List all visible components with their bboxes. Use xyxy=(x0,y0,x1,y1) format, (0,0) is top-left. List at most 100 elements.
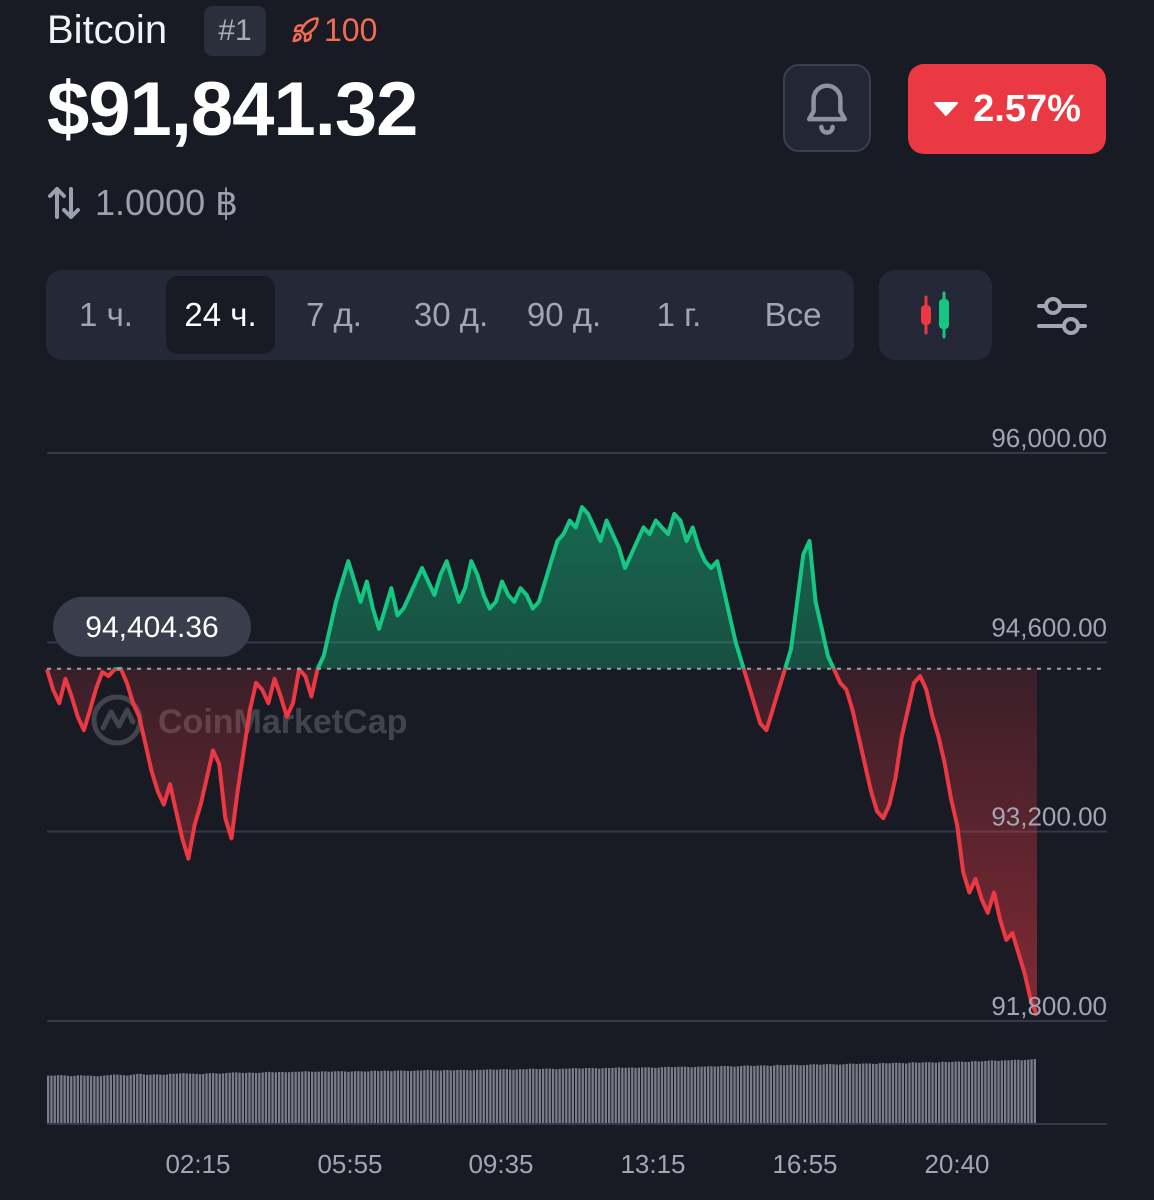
volume-bar xyxy=(878,1063,881,1123)
volume-bar xyxy=(802,1065,805,1123)
volume-bar xyxy=(188,1073,192,1123)
volume-bar xyxy=(733,1066,736,1123)
volume-bar xyxy=(608,1068,611,1123)
converter-value: 1.0000 ฿ xyxy=(95,182,239,223)
area-above-baseline xyxy=(47,507,1037,669)
volume-bar xyxy=(881,1063,885,1123)
watchlist-count-label: 100 xyxy=(324,12,378,48)
volume-bar xyxy=(86,1075,89,1123)
price-alert-button[interactable] xyxy=(783,64,871,152)
chart-settings-button[interactable] xyxy=(1030,286,1094,346)
volume-bar xyxy=(304,1071,307,1123)
watchlist-count[interactable]: 100 xyxy=(290,12,377,49)
volume-bar xyxy=(522,1069,525,1123)
volume-bar xyxy=(314,1071,317,1123)
rank-badge: #1 xyxy=(204,6,266,56)
volume-bar xyxy=(380,1070,383,1123)
swap-arrows-icon xyxy=(48,187,80,219)
tab-1h[interactable]: 1 ч. xyxy=(79,296,133,333)
volume-bar xyxy=(330,1071,334,1123)
chart-type-button[interactable] xyxy=(879,270,992,360)
volume-bar xyxy=(245,1072,248,1123)
volume-bar xyxy=(967,1061,970,1123)
volume-bar xyxy=(961,1061,964,1123)
volume-bar xyxy=(93,1076,96,1123)
volume-bar xyxy=(327,1071,330,1123)
volume-bar xyxy=(1007,1060,1010,1123)
volume-bar xyxy=(56,1075,60,1123)
volume-bar xyxy=(885,1063,888,1123)
volume-bar xyxy=(264,1072,268,1123)
volume-bar xyxy=(301,1071,304,1123)
volume-bar xyxy=(872,1063,875,1123)
volume-bar xyxy=(1023,1060,1027,1123)
volume-bar xyxy=(142,1074,145,1123)
volume-bar xyxy=(162,1074,165,1123)
volume-bar xyxy=(363,1071,367,1123)
volume-bar xyxy=(957,1061,961,1123)
chart-area-fill xyxy=(47,507,1037,1016)
volume-bar xyxy=(987,1060,990,1123)
volume-bar xyxy=(683,1066,687,1123)
price-chart[interactable]: CoinMarketCap 94,404.36 96,000.0094,600.… xyxy=(0,390,1154,1200)
volume-bar xyxy=(650,1067,654,1123)
volume-bar xyxy=(614,1067,617,1123)
volume-bar xyxy=(895,1062,898,1123)
volume-bar xyxy=(796,1064,799,1123)
y-tick-label: 91,800.00 xyxy=(991,991,1107,1021)
volume-bar xyxy=(598,1068,601,1123)
triangle-down-icon xyxy=(934,102,959,116)
volume-bar xyxy=(96,1076,99,1123)
volume-bar xyxy=(947,1062,951,1123)
volume-bar xyxy=(294,1071,297,1123)
volume-bar xyxy=(215,1073,218,1123)
volume-bar xyxy=(730,1066,733,1123)
volume-bar xyxy=(654,1067,657,1123)
volume-bar xyxy=(146,1074,149,1123)
volume-bar xyxy=(558,1068,561,1123)
tab-90d[interactable]: 90 д. xyxy=(526,296,602,333)
volume-bar xyxy=(502,1069,505,1123)
x-tick-label: 13:15 xyxy=(620,1149,685,1179)
volume-bar xyxy=(763,1065,766,1123)
volume-bar xyxy=(47,1075,50,1123)
volume-bar xyxy=(367,1071,370,1123)
volume-bar xyxy=(70,1076,73,1123)
volume-bar xyxy=(664,1066,667,1123)
baseline-label-pill xyxy=(53,596,251,657)
currency-converter[interactable]: 1.0000 ฿ xyxy=(47,182,238,224)
price-change-value: 2.57% xyxy=(973,87,1081,130)
volume-bar xyxy=(832,1064,835,1123)
tab-1y[interactable]: 1 г. xyxy=(656,296,702,333)
volume-bar xyxy=(941,1061,944,1123)
volume-bar xyxy=(575,1068,578,1123)
volume-bar xyxy=(565,1068,568,1123)
volume-bar xyxy=(1013,1059,1017,1123)
volume-bar xyxy=(344,1071,347,1123)
tab-24h[interactable]: 24 ч. xyxy=(166,276,275,354)
volume-bar xyxy=(835,1064,838,1123)
volume-bar xyxy=(971,1061,974,1123)
volume-bar xyxy=(446,1070,449,1123)
volume-bar xyxy=(848,1063,852,1123)
volume-bar xyxy=(119,1074,122,1123)
volume-bar xyxy=(73,1075,76,1123)
volume-bar xyxy=(268,1071,271,1123)
volume-bar xyxy=(670,1067,673,1123)
volume-bar xyxy=(462,1069,466,1123)
volume-bar xyxy=(617,1067,621,1123)
volume-bar xyxy=(1033,1059,1036,1123)
volume-bar xyxy=(690,1067,693,1123)
tab-7d[interactable]: 7 д. xyxy=(306,296,362,333)
volume-bar xyxy=(641,1067,644,1123)
volume-bar xyxy=(931,1062,934,1123)
volume-bar xyxy=(591,1068,594,1123)
volume-bar xyxy=(512,1069,515,1123)
volume-bar xyxy=(205,1073,208,1123)
volume-bar xyxy=(456,1070,459,1123)
volume-bar xyxy=(1027,1059,1030,1123)
volume-bar xyxy=(551,1068,555,1123)
tab-all[interactable]: Все xyxy=(764,296,822,333)
volume-bar xyxy=(258,1072,261,1123)
tab-30d[interactable]: 30 д. xyxy=(413,296,489,333)
